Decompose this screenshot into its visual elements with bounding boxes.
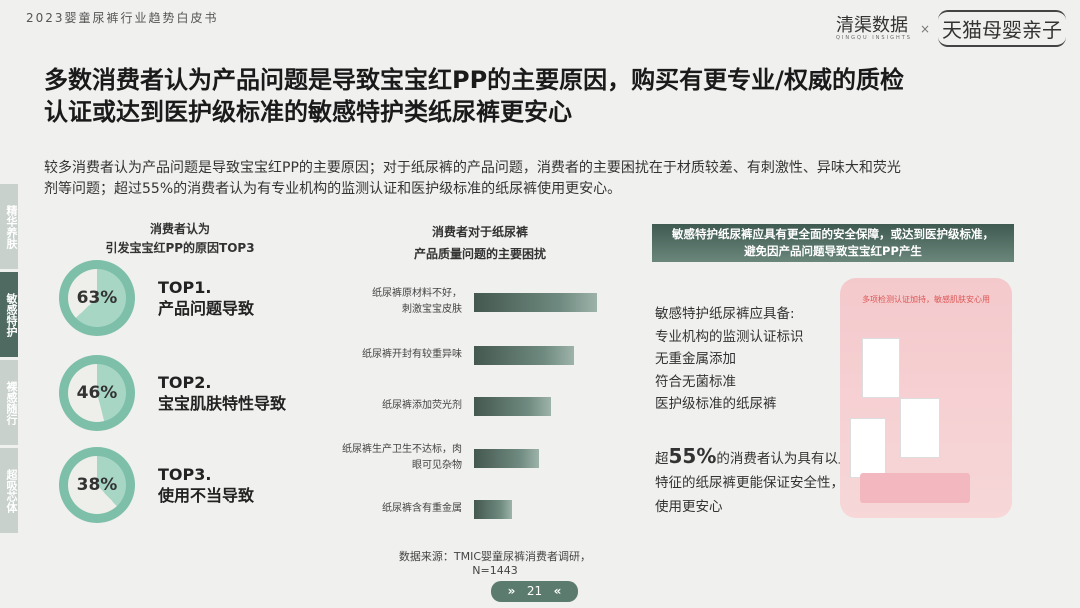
top-reason: TOP2. 宝宝肌肤特性导致 (158, 372, 286, 414)
side-tab[interactable]: 精华养肤 (0, 184, 18, 269)
donut-fill (68, 269, 126, 327)
top-reason: TOP3. 使用不当导致 (158, 464, 254, 506)
podium-shape (860, 473, 970, 503)
stat-line: 的消费者认为具有以上 (716, 451, 852, 467)
category-label: 纸尿裤生产卫生不达标，肉眼可见杂物 (332, 442, 462, 474)
page-number: 21 (526, 584, 543, 598)
percentage-value: 63% (76, 288, 118, 308)
chart-bar (474, 346, 574, 365)
category-label-line: 纸尿裤原材料不好， (372, 288, 462, 299)
donut-fill (68, 364, 126, 422)
side-tab[interactable]: 敏感特护 (0, 272, 18, 357)
highlight-banner: 敏感特护纸尿裤应具有更全面的安全保障，或达到医护级标准， 避免因产品问题导致宝宝红… (652, 224, 1014, 262)
title-line: 认证或达到医护级标准的敏感特护类纸尿裤更安心 (44, 98, 572, 126)
logo-tmall: 天猫母婴亲子 (938, 10, 1066, 47)
reason-rank: TOP2. (158, 373, 212, 392)
category-label-line: 刺激宝宝皮肤 (402, 304, 462, 315)
banner-line: 避免因产品问题导致宝宝红PP产生 (744, 244, 922, 258)
percentage-donut: 63% (59, 260, 135, 336)
reason-label: 使用不当导致 (158, 486, 255, 505)
page-title: 多数消费者认为产品问题是导致宝宝红PP的主要原因，购买有更专业/权威的质检 认证或… (44, 64, 1044, 128)
chart-bar (474, 500, 513, 519)
percentage-value: 38% (76, 475, 118, 495)
category-label: 纸尿裤开封有较重异味 (332, 347, 462, 363)
category-label-line: 纸尿裤生产卫生不达标，肉 (342, 444, 462, 455)
category-label-line: 纸尿裤含有重金属 (382, 503, 462, 514)
top3-title-line: 消费者认为 (149, 222, 210, 236)
feature-item: 医护级标准的纸尿裤 (655, 396, 777, 412)
document-header: 2023婴童尿裤行业趋势白皮书 (26, 11, 219, 25)
feature-item: 敏感特护纸尿裤应具备: (655, 306, 795, 322)
category-label: 纸尿裤原材料不好， 刺激宝宝皮肤 (332, 286, 462, 318)
logo-qingqu-sub: QINGQU INSIGHTS (836, 35, 912, 41)
intro-line: 剂等问题；超过55%的消费者认为有专业机构的监测认证和医护级标准的纸尿裤使用更安… (44, 181, 622, 197)
side-tabs: 精华养肤敏感特护裸感随行超吸芯体 (0, 184, 18, 536)
stat-value: 55% (668, 444, 717, 468)
top3-title: 消费者认为引发宝宝红PP的原因TOP3 (80, 220, 280, 258)
stat-line: 使用更安心 (655, 499, 723, 515)
banner-line: 敏感特护纸尿裤应具有更全面的安全保障，或达到医护级标准， (672, 227, 994, 241)
certificate-icon (850, 418, 886, 478)
chart-title-line: 消费者对于纸尿裤 (431, 225, 528, 239)
top3-title-line: 引发宝宝红PP的原因TOP3 (105, 241, 255, 255)
logo-qingqu: 清渠数据 (836, 15, 908, 36)
feature-item: 无重金属添加 (655, 351, 736, 367)
product-certification-image: 多项检测认证加持，敏感肌肤安心用 (840, 278, 1012, 518)
feature-item: 符合无菌标准 (655, 373, 736, 390)
logo-separator: × (919, 21, 930, 36)
intro-text: 较多消费者认为产品问题是导致宝宝红PP的主要原因；对于纸尿裤的产品问题，消费者的… (44, 158, 1044, 200)
data-source: 数据来源：TMIC婴童尿裤消费者调研，N=1443 (398, 550, 592, 577)
category-label: 纸尿裤含有重金属 (332, 501, 462, 517)
reason-label: 产品问题导致 (158, 299, 255, 318)
category-label-line: 纸尿裤添加荧光剂 (382, 400, 462, 411)
chart-title-line: 产品质量问题的主要困扰 (413, 247, 546, 261)
donut-fill (68, 456, 126, 514)
certificate-icon (900, 398, 940, 458)
feature-item: 专业机构的监测认证标识 (655, 328, 804, 345)
reason-rank: TOP3. (158, 465, 212, 484)
stat-prefix: 超 (655, 451, 669, 467)
chart-bar (474, 449, 540, 468)
reason-rank: TOP1. (158, 278, 212, 297)
top-reason: TOP1. 产品问题导致 (158, 277, 254, 319)
side-tab[interactable]: 裸感随行 (0, 360, 18, 445)
category-label-line: 眼可见杂物 (412, 460, 462, 471)
certificate-icon (862, 338, 900, 398)
reason-label: 宝宝肌肤特性导致 (158, 394, 287, 413)
prev-chevrons-icon[interactable]: » (507, 584, 516, 598)
brand-logo: 清渠数据 QINGQU INSIGHTS × 天猫母婴亲子 (836, 10, 1066, 47)
chart-title: 消费者对于纸尿裤产品质量问题的主要困扰 (380, 221, 580, 265)
percentage-donut: 46% (59, 355, 135, 431)
page-indicator: » 21 « (491, 581, 578, 602)
next-chevrons-icon[interactable]: « (553, 584, 562, 598)
intro-line: 较多消费者认为产品问题是导致宝宝红PP的主要原因；对于纸尿裤的产品问题，消费者的… (44, 160, 901, 176)
image-heading: 多项检测认证加持，敏感肌肤安心用 (862, 295, 990, 304)
chart-bar (474, 397, 552, 416)
stat-line: 特征的纸尿裤更能保证安全性， (655, 475, 844, 491)
percentage-donut: 38% (59, 447, 135, 523)
category-label: 纸尿裤添加荧光剂 (332, 398, 462, 414)
chart-bar (474, 293, 597, 312)
title-line: 多数消费者认为产品问题是导致宝宝红PP的主要原因，购买有更专业/权威的质检 (44, 66, 904, 94)
percentage-value: 46% (76, 383, 118, 403)
side-tab[interactable]: 超吸芯体 (0, 448, 18, 533)
category-label-line: 纸尿裤开封有较重异味 (362, 349, 462, 360)
stat-text: 超55%的消费者认为具有以上 特征的纸尿裤更能保证安全性， 使用更安心 (655, 444, 851, 519)
